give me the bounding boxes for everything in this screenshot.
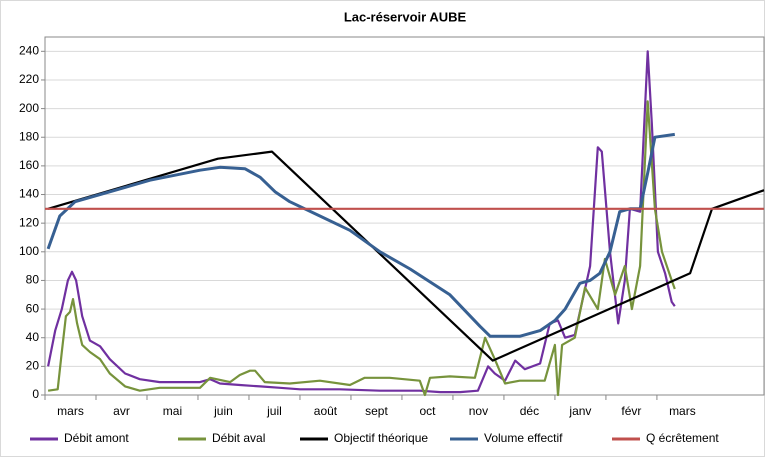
y-tick-label: 100 [19,244,39,258]
x-tick-label: mai [163,404,182,418]
x-tick-label: janv [568,404,591,418]
y-tick-label: 80 [26,273,40,287]
x-tick-label: nov [469,404,488,418]
legend-label: Objectif théorique [334,431,428,445]
plot-frame [44,36,765,396]
x-tick-label: août [314,404,338,418]
legend-label: Débit amont [64,431,129,445]
y-tick-label: 140 [19,187,39,201]
x-tick-label: mars [669,404,696,418]
y-tick-label: 40 [26,330,40,344]
x-tick-label: oct [419,404,436,418]
x-tick-label: déc [520,404,539,418]
chart-title: Lac-réservoir AUBE [344,9,467,24]
x-tick-label: sept [365,404,388,418]
y-tick-label: 180 [19,129,39,143]
series-line [47,150,765,362]
x-tick-label: juil [266,404,282,418]
series-line [47,50,676,394]
legend-label: Débit aval [212,431,265,445]
y-tick-label: 240 [19,43,39,57]
x-tick-label: févr [621,404,641,418]
y-tick-label: 60 [26,301,40,315]
x-tick-label: juin [213,404,233,418]
y-tick-label: 120 [19,215,39,229]
y-tick-label: 200 [19,101,39,115]
y-tick-label: 160 [19,158,39,172]
legend-label: Volume effectif [484,431,563,445]
series-line [47,100,676,397]
legend-label: Q écrêtement [646,431,719,445]
y-tick-label: 0 [32,387,39,401]
y-tick-label: 20 [26,359,40,373]
x-tick-label: avr [113,404,130,418]
x-tick-label: mars [57,404,84,418]
y-tick-label: 220 [19,72,39,86]
series-line [46,132,676,338]
